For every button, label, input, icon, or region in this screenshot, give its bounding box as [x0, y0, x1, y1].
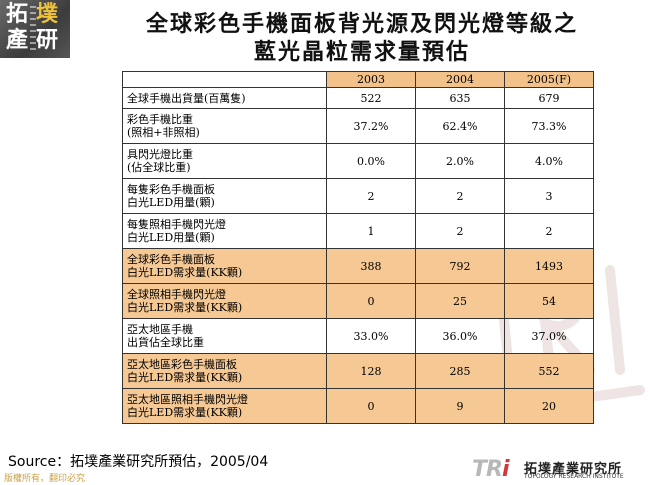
row-label: 全球照相手機閃光燈 白光LED需求量(KK顆) — [122, 283, 327, 319]
table-row-highlight: 亞太地區照相手機閃光燈 白光LED需求量(KK顆) 0 9 20 — [122, 388, 594, 424]
footer-logo: TRi 拓墣產業研究所 TOPOLOGY RESEARCH INSTITUTE — [472, 457, 647, 483]
column-header: 2005(F) — [504, 71, 594, 88]
row-label: 亞太地區照相手機閃光燈 白光LED需求量(KK顆) — [122, 388, 327, 424]
org-name-en: TOPOLOGY RESEARCH INSTITUTE — [524, 473, 624, 480]
logo-char: 墣 — [36, 2, 59, 27]
table-cell: 522 — [326, 87, 416, 109]
source-note: Source：拓墣產業研究所預估，2005/04 — [8, 454, 269, 470]
row-label: 亞太地區彩色手機面板 白光LED需求量(KK顆) — [122, 353, 327, 389]
row-label: 全球手機出貨量(百萬隻) — [122, 87, 327, 109]
table-cell: 3 — [504, 178, 594, 214]
table-cell: 1 — [326, 213, 416, 249]
column-header: 2004 — [415, 71, 505, 88]
table-cell: 36.0% — [415, 318, 505, 354]
column-header: 2003 — [326, 71, 416, 88]
copyright-note: 版權所有，翻印必究 — [4, 474, 86, 484]
slide-title-line1: 全球彩色手機面板背光源及閃光燈等級之 — [145, 11, 578, 37]
table-cell: 2.0% — [415, 143, 505, 179]
table-cell: 2 — [504, 213, 594, 249]
table-cell: 792 — [415, 248, 505, 284]
slide-title-line2: 藍光晶粒需求量預估 — [253, 39, 470, 65]
table-cell: 285 — [415, 353, 505, 389]
logo-char: 拓 — [6, 2, 29, 27]
tri-logo-icon: TRi — [472, 457, 509, 482]
table-row: 全球手機出貨量(百萬隻) 522 635 679 — [122, 87, 594, 109]
header-blank-cell — [122, 71, 327, 88]
table-row: 每隻彩色手機面板 白光LED用量(顆) 2 2 3 — [122, 178, 594, 214]
logo-char: 產 — [6, 28, 29, 53]
row-label: 每隻彩色手機面板 白光LED用量(顆) — [122, 178, 327, 214]
table-row: 亞太地區手機 出貨佔全球比重 33.0% 36.0% 37.0% — [122, 318, 594, 354]
table-cell: 1493 — [504, 248, 594, 284]
table-cell: 62.4% — [415, 108, 505, 144]
logo-char: 研 — [36, 28, 59, 53]
table-cell: 2 — [415, 178, 505, 214]
table-cell: 4.0% — [504, 143, 594, 179]
table-cell: 9 — [415, 388, 505, 424]
table-header-row: 2003 2004 2005(F) — [122, 71, 594, 88]
row-label: 每隻照相手機閃光燈 白光LED用量(顆) — [122, 213, 327, 249]
logo-dots — [30, 6, 36, 52]
table-cell: 54 — [504, 283, 594, 319]
table-cell: 2 — [326, 178, 416, 214]
table-cell: 25 — [415, 283, 505, 319]
table-cell: 679 — [504, 87, 594, 109]
table-cell: 388 — [326, 248, 416, 284]
table-cell: 0 — [326, 283, 416, 319]
table-row: 每隻照相手機閃光燈 白光LED用量(顆) 1 2 2 — [122, 213, 594, 249]
led-demand-table: 2003 2004 2005(F) 全球手機出貨量(百萬隻) 522 635 6… — [122, 71, 594, 424]
table-cell: 128 — [326, 353, 416, 389]
table-row-highlight: 全球照相手機閃光燈 白光LED需求量(KK顆) 0 25 54 — [122, 283, 594, 319]
table-row: 具閃光燈比重 (佔全球比重) 0.0% 2.0% 4.0% — [122, 143, 594, 179]
table-cell: 0 — [326, 388, 416, 424]
table-row-highlight: 全球彩色手機面板 白光LED需求量(KK顆) 388 792 1493 — [122, 248, 594, 284]
table-row-highlight: 亞太地區彩色手機面板 白光LED需求量(KK顆) 128 285 552 — [122, 353, 594, 389]
row-label: 彩色手機比重 (照相+非照相) — [122, 108, 327, 144]
table-cell: 33.0% — [326, 318, 416, 354]
table-cell: 0.0% — [326, 143, 416, 179]
table-cell: 635 — [415, 87, 505, 109]
org-name-cn: 拓墣產業研究所 — [524, 462, 623, 477]
company-logo: 拓 墣 產 研 — [0, 0, 70, 58]
table-cell: 37.2% — [326, 108, 416, 144]
table-cell: 20 — [504, 388, 594, 424]
table-row: 彩色手機比重 (照相+非照相) 37.2% 62.4% 73.3% — [122, 108, 594, 144]
table-cell: 552 — [504, 353, 594, 389]
row-label: 亞太地區手機 出貨佔全球比重 — [122, 318, 327, 354]
table-cell: 73.3% — [504, 108, 594, 144]
table-cell: 2 — [415, 213, 505, 249]
table-cell: 37.0% — [504, 318, 594, 354]
row-label: 具閃光燈比重 (佔全球比重) — [122, 143, 327, 179]
row-label: 全球彩色手機面板 白光LED需求量(KK顆) — [122, 248, 327, 284]
